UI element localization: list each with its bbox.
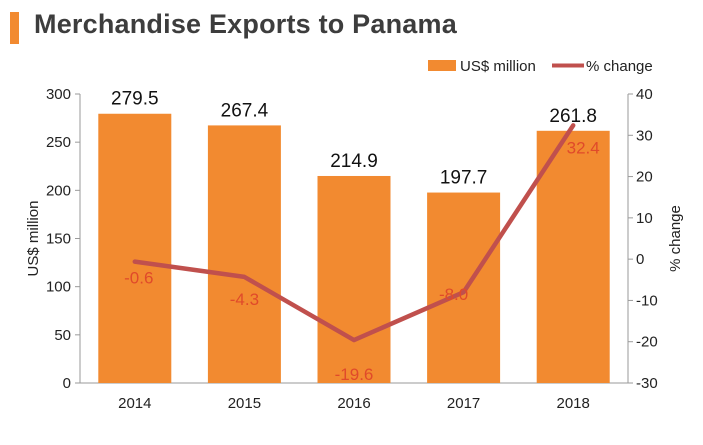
y-tick-label: 300 (46, 86, 71, 103)
y-tick-label: 200 (46, 182, 71, 199)
line-value-label: -4.3 (230, 290, 259, 309)
bars (98, 113, 610, 383)
y2-tick-label: 30 (636, 127, 653, 144)
bar (98, 113, 172, 383)
bar (427, 192, 501, 383)
x-tick-label: 2014 (118, 395, 151, 412)
y2-tick-label: -30 (636, 375, 658, 392)
bar (207, 125, 281, 383)
line-path (132, 123, 576, 343)
line-value-label: -8.0 (439, 285, 468, 304)
y2-tick-label: 40 (636, 86, 653, 103)
bar-value-label: 279.5 (111, 89, 159, 110)
bar-value-label: 214.9 (330, 151, 378, 172)
y-tick-label: 0 (63, 375, 71, 392)
x-tick-label: 2018 (557, 395, 590, 412)
legend-label-line: % change (586, 58, 653, 75)
y-tick-label: 100 (46, 279, 71, 296)
bar-value-label: 261.8 (549, 106, 597, 127)
y2-tick-label: 10 (636, 210, 653, 227)
x-tick-label: 2015 (228, 395, 261, 412)
y2-tick-label: 0 (636, 251, 644, 268)
y-tick-label: 50 (54, 327, 71, 344)
legend: US$ million % change (428, 58, 653, 75)
line-value-label: 32.4 (567, 138, 600, 157)
bar-value-label: 267.4 (221, 100, 269, 121)
x-tick-label: 2017 (447, 395, 480, 412)
legend-swatch-bar (428, 60, 456, 71)
y-tick-label: 250 (46, 134, 71, 151)
axes: 0 50 100 150 200 250 300 -30 -20 -10 0 10 20 30 40 2014… (25, 86, 684, 412)
y-axis-title: US$ million (25, 201, 42, 277)
y2-tick-label: -20 (636, 334, 658, 351)
y2-tick-label: -10 (636, 292, 658, 309)
chart-title: Merchandise Exports to Panama (34, 9, 457, 39)
bar (317, 175, 391, 383)
x-tick-label: 2016 (337, 395, 370, 412)
y-tick-label: 150 (46, 231, 71, 248)
line-value-label: -19.6 (335, 365, 374, 384)
data-labels: 279.5 267.4 214.9 197.7 261.8 -0.6 -4.3 -19.6 -8… (111, 89, 600, 384)
y2-axis-title: % change (667, 205, 684, 272)
bar-value-label: 197.7 (440, 168, 488, 189)
line-series (132, 123, 576, 343)
line-value-label: -0.6 (124, 269, 153, 288)
legend-label-bar: US$ million (460, 58, 536, 75)
title-accent-bar (10, 12, 19, 44)
bar (536, 130, 610, 383)
y2-tick-label: 20 (636, 169, 653, 186)
